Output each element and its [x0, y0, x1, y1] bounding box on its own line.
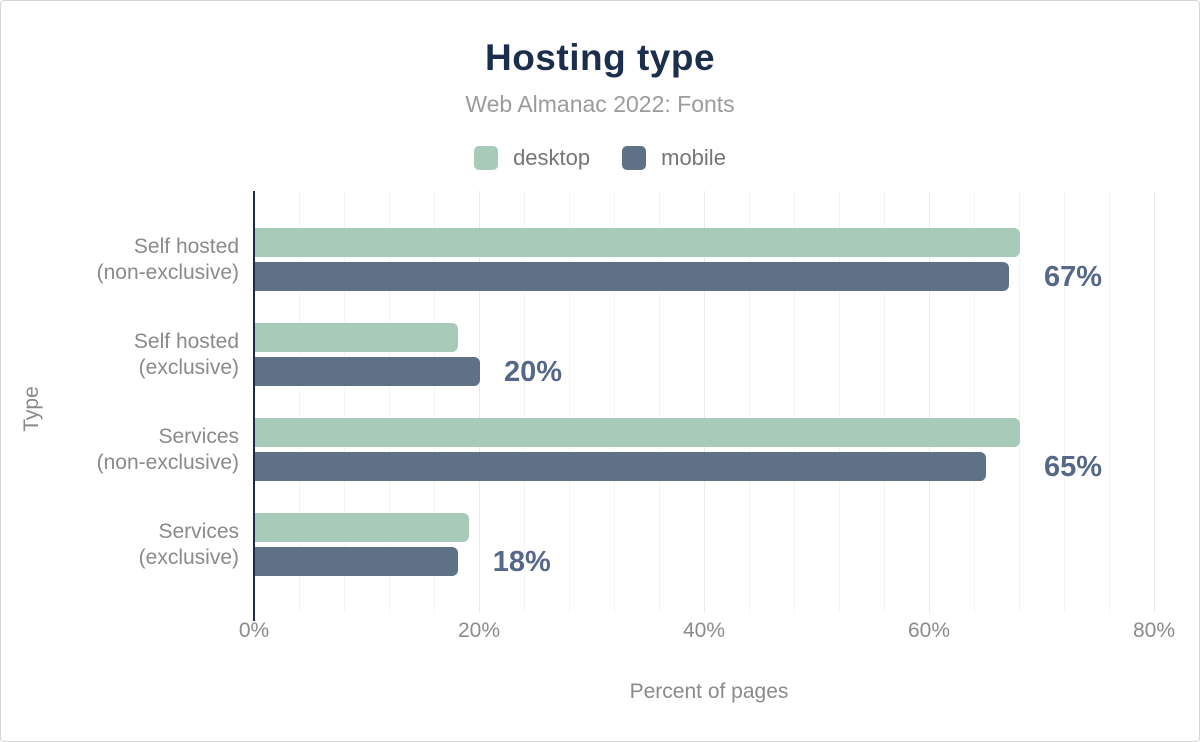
gridline-76pct — [1109, 191, 1110, 613]
mobile-bar — [255, 262, 1009, 291]
category-label-line: (non-exclusive) — [96, 260, 239, 284]
desktop-bar — [255, 418, 1020, 447]
x-tick-label-20pct: 20% — [457, 619, 501, 642]
value-label: 67% — [1044, 260, 1103, 293]
x-tick-label-80pct: 80% — [1132, 619, 1176, 642]
legend-item-mobile: mobile — [622, 145, 726, 171]
value-label: 18% — [492, 545, 551, 578]
desktop-bar — [255, 513, 469, 542]
category-label-line: Self hosted — [133, 329, 239, 353]
x-tick-label-0pct: 0% — [238, 619, 270, 642]
gridline-16pct — [434, 191, 435, 613]
value-label: 20% — [504, 355, 563, 388]
category-label-line: Services — [158, 519, 239, 543]
desktop-bar — [255, 323, 458, 352]
gridline-44pct — [749, 191, 750, 613]
y-axis-line — [253, 191, 255, 613]
category-label: Services (non-exclusive) — [97, 424, 239, 476]
gridline-80pct — [1154, 191, 1155, 613]
mobile-bar — [255, 452, 987, 481]
gridline-48pct — [794, 191, 795, 613]
gridline-24pct — [524, 191, 525, 613]
legend-label: mobile — [661, 145, 726, 170]
category-label-line: (exclusive) — [138, 545, 239, 569]
gridline-28pct — [569, 191, 570, 613]
x-axis-title: Percent of pages — [629, 680, 789, 703]
legend-item-desktop: desktop — [474, 145, 590, 171]
legend-label: desktop — [513, 145, 591, 170]
gridline-56pct — [884, 191, 885, 613]
gridline-68pct — [1019, 191, 1020, 613]
value-label: 65% — [1044, 450, 1103, 483]
desktop-swatch-icon — [474, 146, 499, 170]
gridline-40pct — [704, 191, 705, 613]
desktop-bar — [255, 228, 1020, 257]
gridline-32pct — [614, 191, 615, 613]
gridline-52pct — [839, 191, 840, 613]
gridline-64pct — [974, 191, 975, 613]
mobile-bar — [255, 357, 480, 386]
category-label-line: Services — [158, 424, 239, 448]
category-label: Services (exclusive) — [139, 519, 239, 571]
x-axis-zero-tick — [253, 613, 255, 621]
gridline-8pct — [344, 191, 345, 613]
category-label-line: Self hosted — [133, 234, 239, 258]
gridline-12pct — [389, 191, 390, 613]
mobile-swatch-icon — [622, 146, 647, 170]
category-label: Self hosted (exclusive) — [134, 329, 239, 381]
chart-title: Hosting type — [484, 37, 716, 78]
x-tick-label-60pct: 60% — [907, 619, 951, 642]
category-label: Self hosted (non-exclusive) — [97, 234, 239, 286]
y-axis-title: Type — [20, 386, 43, 432]
category-label-line: (non-exclusive) — [96, 450, 239, 474]
gridline-20pct — [479, 191, 480, 613]
mobile-bar — [255, 547, 458, 576]
gridline-36pct — [659, 191, 660, 613]
gridline-4pct — [299, 191, 300, 613]
gridline-72pct — [1064, 191, 1065, 613]
legend: desktop mobile — [1, 145, 1199, 171]
x-tick-label-40pct: 40% — [682, 619, 726, 642]
chart-subtitle: Web Almanac 2022: Fonts — [465, 91, 735, 117]
gridline-60pct — [929, 191, 930, 613]
category-label-line: (exclusive) — [138, 355, 239, 379]
